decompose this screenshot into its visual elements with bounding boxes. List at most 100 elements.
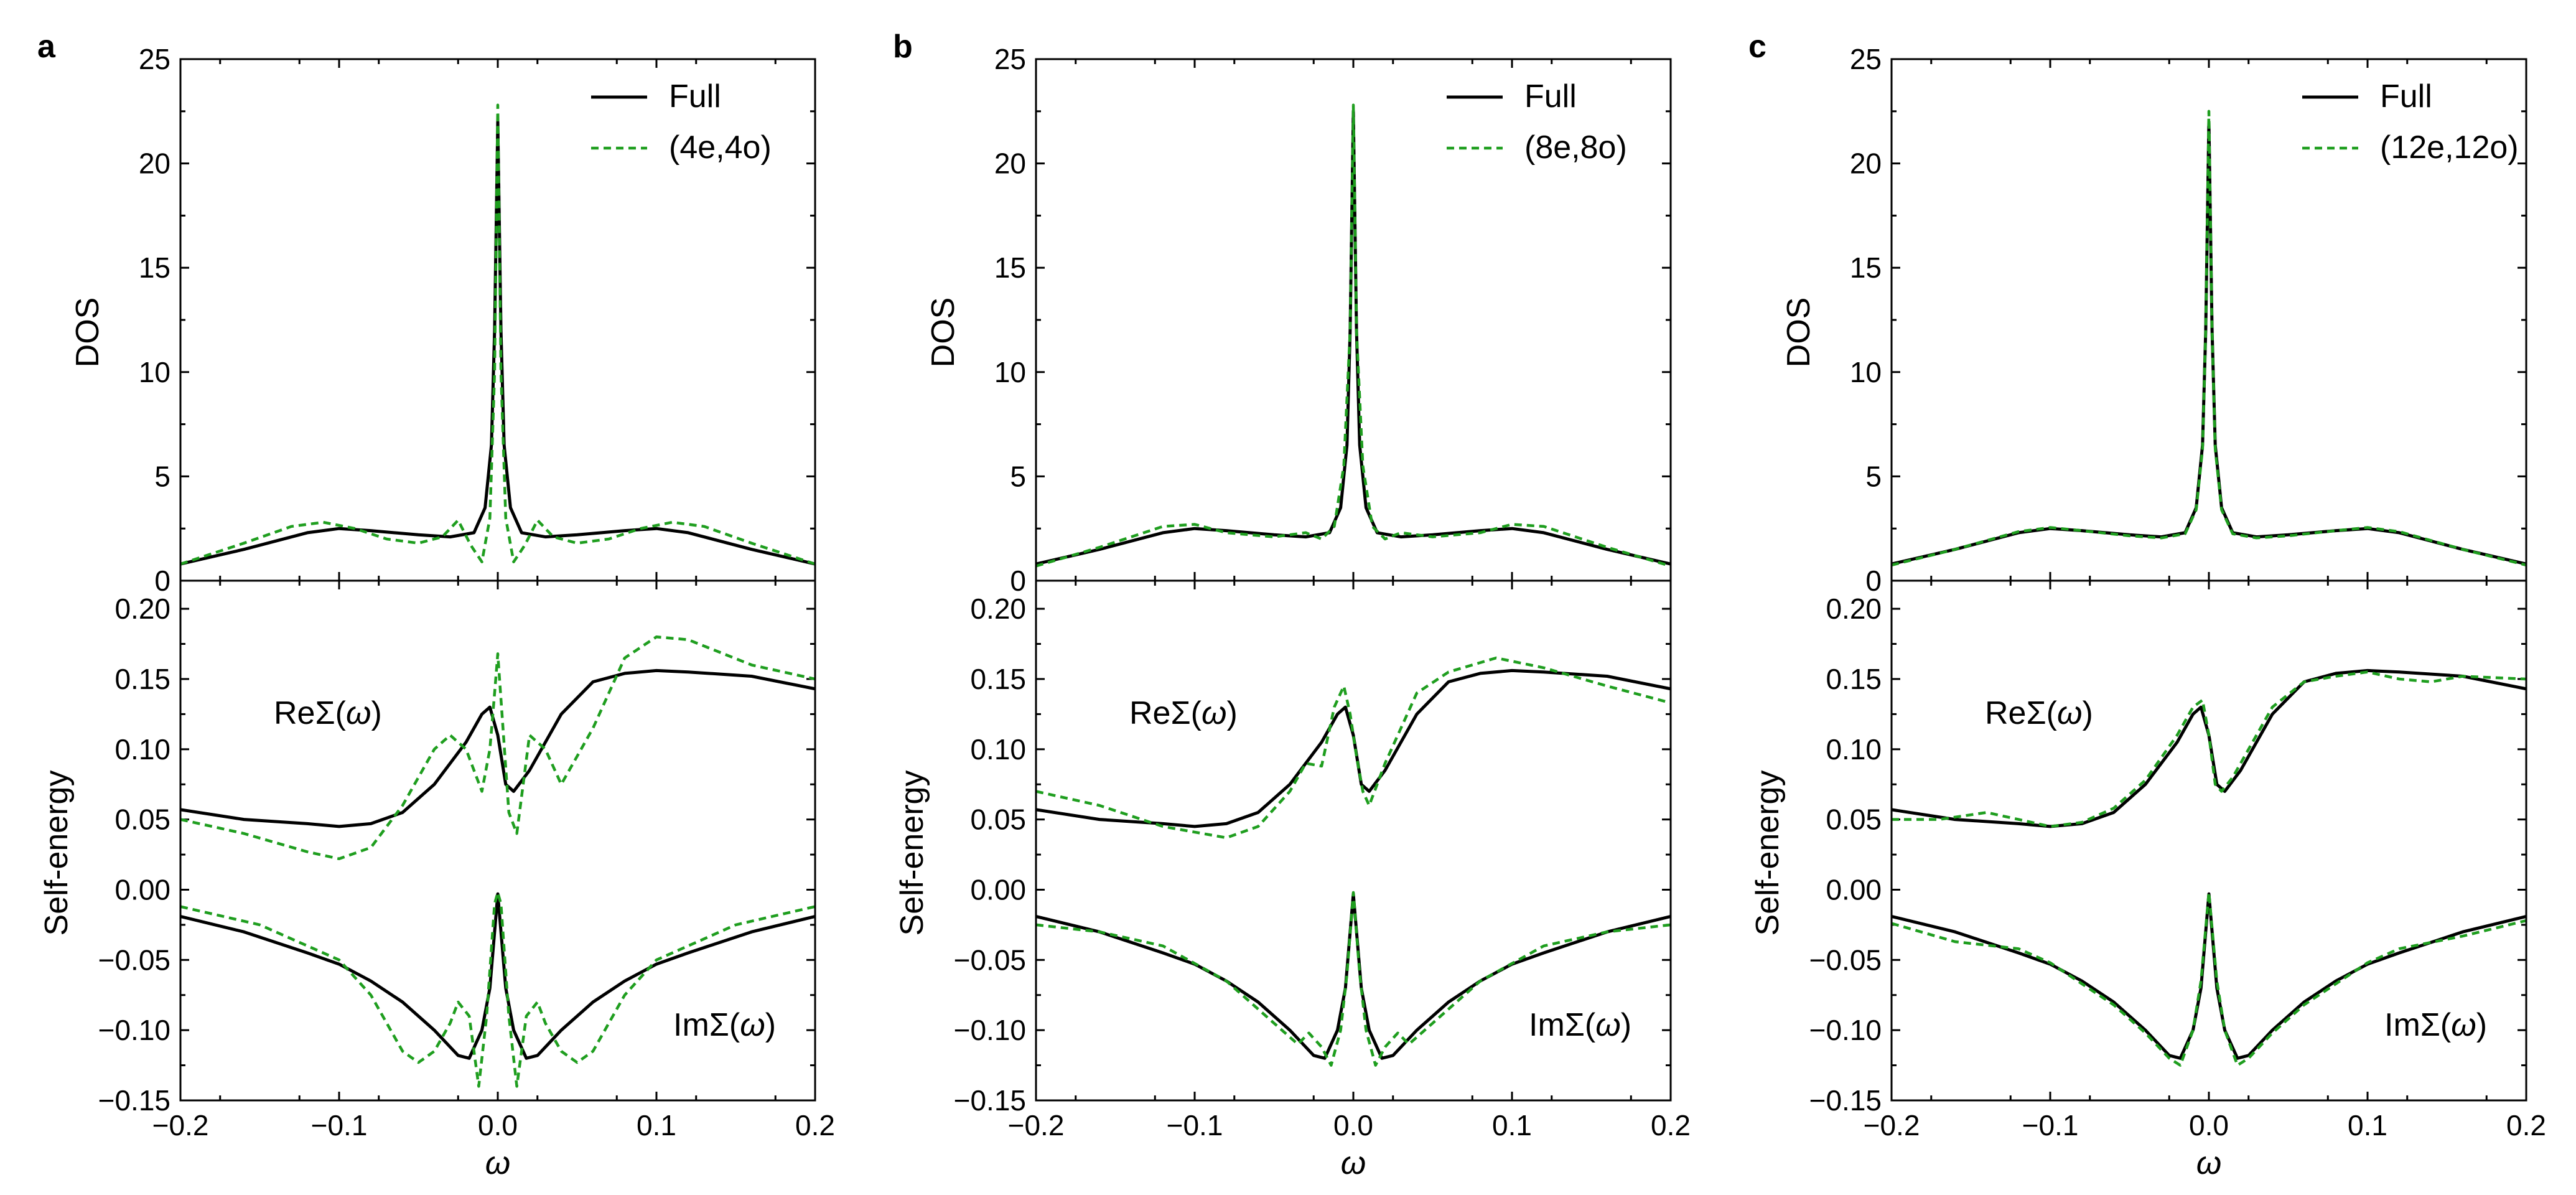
dos-ytick-label: 5 — [1865, 460, 1882, 492]
series-re_cas — [1892, 670, 2526, 828]
legend-label-cas: (4e,4o) — [669, 129, 772, 166]
se-ytick-label: −0.10 — [1809, 1014, 1882, 1046]
dos-ytick-label: 20 — [139, 148, 170, 180]
dos-ytick-label: 10 — [1850, 356, 1882, 388]
dos-ytick-label: 20 — [1850, 148, 1882, 180]
se-xtick-label: 0.1 — [637, 1109, 676, 1141]
annotation-re-sigma: ReΣ(ω) — [274, 695, 382, 731]
dos-ytick-label: 5 — [1010, 460, 1026, 492]
series-re_cas — [180, 635, 815, 861]
se-xtick-label: −0.1 — [2022, 1109, 2079, 1141]
annotation-re-sigma: ReΣ(ω) — [1129, 695, 1238, 731]
legend-label-full: Full — [2380, 78, 2432, 115]
se-ytick-label: 0.00 — [114, 873, 170, 906]
se-ytick-label: 0.05 — [1826, 804, 1882, 836]
se-ylabel: Self-energy — [1750, 771, 1786, 936]
se-xtick-label: −0.2 — [1864, 1109, 1920, 1141]
dos-ytick-label: 5 — [154, 460, 170, 492]
annotation-im-sigma: ImΣ(ω) — [1529, 1007, 1631, 1043]
annotation-im-sigma: ImΣ(ω) — [2384, 1007, 2487, 1043]
se-xtick-label: −0.2 — [152, 1109, 209, 1141]
series-im_cas — [1036, 891, 1671, 1067]
se-ytick-label: 0.20 — [970, 593, 1026, 625]
dos-ytick-label: 25 — [994, 43, 1026, 75]
series-re_full — [180, 668, 815, 828]
panel-letter-c: c — [1748, 29, 1766, 65]
se-ytick-label: −0.15 — [1809, 1084, 1882, 1117]
se-ytick-label: −0.05 — [954, 944, 1026, 976]
x-axis-label: ω — [2196, 1145, 2222, 1181]
panel-letter-a: a — [37, 29, 56, 65]
series-re_cas — [1036, 656, 1671, 840]
dos-ytick-label: 25 — [139, 43, 170, 75]
se-xtick-label: −0.1 — [1167, 1109, 1223, 1141]
se-xtick-label: −0.1 — [311, 1109, 368, 1141]
series-im_cas — [1892, 891, 2526, 1067]
se-xtick-label: 0.0 — [478, 1109, 518, 1141]
panel-letter-b: b — [893, 29, 913, 65]
series-dos_full — [180, 120, 815, 566]
x-axis-label: ω — [485, 1145, 511, 1181]
panels-root: a0510152025DOSFull(4e,4o)−0.15−0.10−0.05… — [37, 29, 2546, 1181]
dos-ytick-label: 0 — [1010, 565, 1026, 597]
se-ytick-label: 0.15 — [114, 663, 170, 695]
se-ylabel: Self-energy — [894, 771, 930, 936]
dos-ytick-label: 0 — [154, 565, 170, 597]
dos-ytick-label: 10 — [139, 356, 170, 388]
dos-ytick-label: 15 — [139, 251, 170, 284]
se-ylabel: Self-energy — [39, 771, 75, 936]
se-ytick-label: 0.05 — [114, 804, 170, 836]
se-xtick-label: 0.1 — [2348, 1109, 2387, 1141]
se-xtick-label: 0.2 — [795, 1109, 835, 1141]
se-ytick-label: −0.10 — [954, 1014, 1026, 1046]
se-axes-frame — [179, 579, 816, 1102]
se-ytick-label: −0.10 — [98, 1014, 170, 1046]
se-ytick-label: 0.20 — [114, 593, 170, 625]
se-ytick-label: −0.05 — [1809, 944, 1882, 976]
se-ytick-label: −0.15 — [98, 1084, 170, 1117]
series-dos_cas — [180, 103, 815, 566]
dos-ytick-label: 10 — [994, 356, 1026, 388]
se-ytick-label: 0.10 — [114, 733, 170, 766]
se-ytick-label: 0.10 — [1826, 733, 1882, 766]
se-axes-frame — [1035, 579, 1672, 1102]
se-ytick-label: −0.05 — [98, 944, 170, 976]
dos-ytick-label: 15 — [1850, 251, 1882, 284]
panel-b: b 0 5 10 15 20 25 DOS Full (8e,8o) −0.15 −0.10 −0.05… — [893, 29, 1691, 1181]
legend-label-full: Full — [669, 78, 721, 115]
series-im_cas — [180, 891, 815, 1088]
se-ytick-label: 0.15 — [970, 663, 1026, 695]
series-re_full — [1892, 668, 2526, 828]
dos-ylabel: DOS — [1781, 298, 1817, 368]
se-xtick-label: 0.2 — [2506, 1109, 2546, 1141]
series-re_full — [1036, 668, 1671, 828]
se-xtick-label: 0.2 — [1651, 1109, 1691, 1141]
legend-label-cas: (8e,8o) — [1524, 129, 1627, 166]
series-dos_cas — [1892, 110, 2526, 567]
se-ytick-label: 0.20 — [1826, 593, 1882, 625]
annotation-im-sigma: ImΣ(ω) — [673, 1007, 776, 1043]
se-xtick-label: 0.0 — [2189, 1109, 2229, 1141]
dos-ytick-label: 15 — [994, 251, 1026, 284]
se-xtick-label: 0.0 — [1333, 1109, 1373, 1141]
series-im_full — [180, 892, 815, 1060]
panel-c: c 0 5 10 15 20 25 DOS Full (12e,12o) −0.15 −0.10 −0.… — [1748, 29, 2546, 1181]
annotation-re-sigma: ReΣ(ω) — [1985, 695, 2093, 731]
se-xtick-label: 0.1 — [1492, 1109, 1532, 1141]
se-ytick-label: 0.05 — [970, 804, 1026, 836]
se-ytick-label: 0.00 — [970, 873, 1026, 906]
legend-label-cas: (12e,12o) — [2380, 129, 2519, 166]
se-ytick-label: −0.15 — [954, 1084, 1026, 1117]
dos-ylabel: DOS — [70, 298, 106, 368]
se-axes-frame — [1890, 579, 2527, 1102]
se-ytick-label: 0.10 — [970, 733, 1026, 766]
se-ytick-label: 0.00 — [1826, 873, 1882, 906]
panel-a: a 0 5 10 15 20 25 DOS Full (4e,4o) −0.15 −0.10 −0.05… — [37, 29, 835, 1181]
se-ytick-label: 0.15 — [1826, 663, 1882, 695]
dos-ylabel: DOS — [925, 298, 961, 368]
series-dos_cas — [1036, 103, 1671, 568]
dos-ytick-label: 20 — [994, 148, 1026, 180]
se-xtick-label: −0.2 — [1008, 1109, 1065, 1141]
dos-ytick-label: 25 — [1850, 43, 1882, 75]
